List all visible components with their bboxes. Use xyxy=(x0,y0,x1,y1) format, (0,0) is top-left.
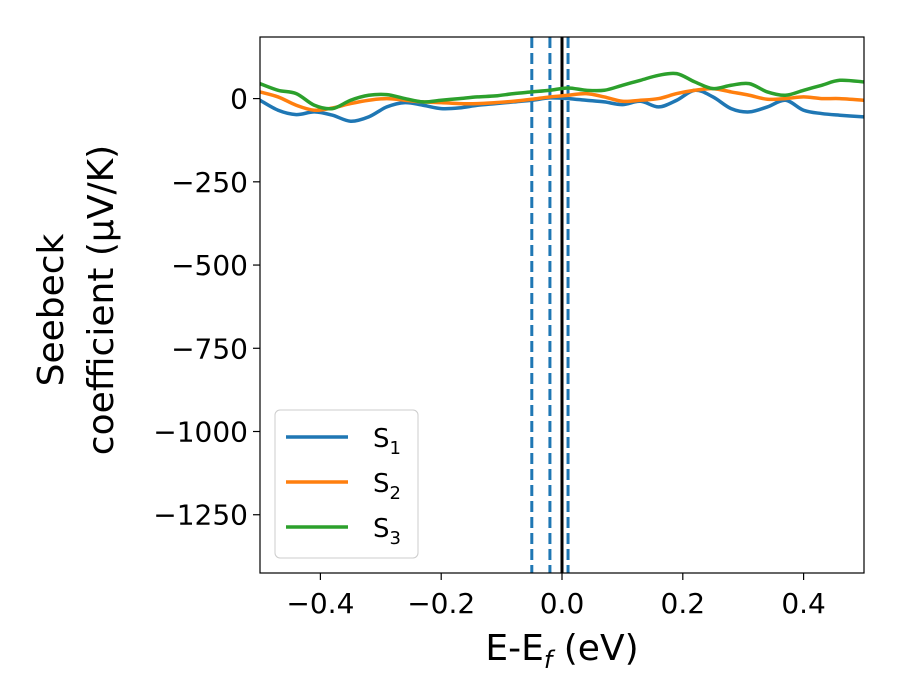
y-axis-label-line2: coefficient (μV/K) xyxy=(81,145,122,455)
series-line-s3 xyxy=(260,71,864,111)
x-tick-label: −0.4 xyxy=(286,587,354,620)
y-axis: 0 −250 −500 −750 −1000 −1250 xyxy=(153,83,260,532)
series-line-s1 xyxy=(260,88,864,123)
legend: S1 S2 S3 xyxy=(274,409,419,559)
x-tick-label: 0.2 xyxy=(661,587,706,620)
fermi-marker-lines xyxy=(530,37,570,573)
legend-label-s1: S1 xyxy=(373,424,401,459)
y-tick-label: −1000 xyxy=(153,416,248,449)
y-tick-label: −750 xyxy=(171,332,248,365)
x-tick-label: 0.4 xyxy=(781,587,826,620)
y-tick-label: −500 xyxy=(171,249,248,282)
x-axis-label-unit: (eV) xyxy=(552,628,638,669)
y-tick-label: −250 xyxy=(171,166,248,199)
series-line-s2 xyxy=(260,86,864,113)
x-tick-label: −0.2 xyxy=(407,587,475,620)
legend-label-s2: S2 xyxy=(373,469,401,504)
x-axis-label-main: E-E xyxy=(485,628,543,669)
legend-label-s3: S3 xyxy=(373,514,401,549)
series-lines xyxy=(260,71,864,123)
y-tick-label: 0 xyxy=(230,83,248,116)
legend-box xyxy=(274,409,419,559)
x-tick-label: 0.0 xyxy=(540,587,585,620)
y-tick-label: −1250 xyxy=(153,499,248,532)
x-axis-label: E-Ef (eV) xyxy=(485,628,638,674)
x-axis: −0.4 −0.2 0.0 0.2 0.4 xyxy=(286,573,826,620)
y-axis-label-line1: Seebeck xyxy=(31,233,72,386)
